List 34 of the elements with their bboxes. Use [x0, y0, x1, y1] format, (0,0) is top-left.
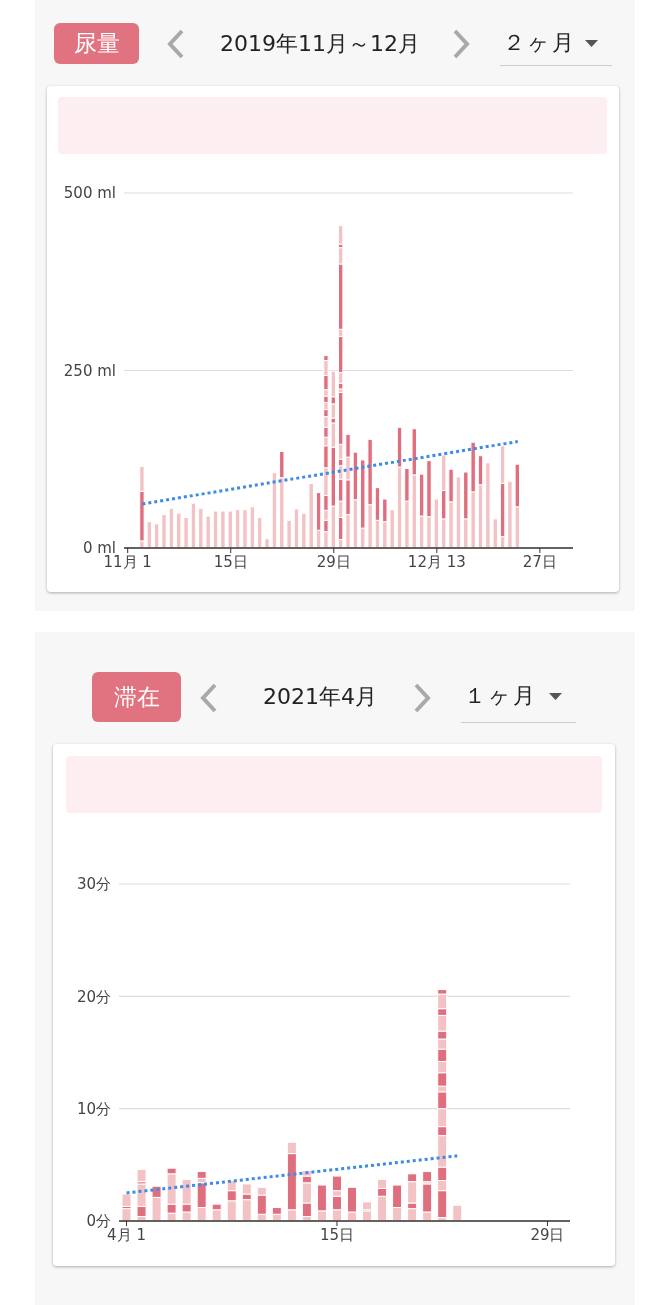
bar — [212, 510, 219, 548]
bar — [168, 507, 175, 548]
y-tick-label: 20分 — [76, 987, 111, 1006]
bar — [293, 508, 300, 548]
bar — [136, 1168, 147, 1183]
bar — [455, 476, 462, 548]
dropdown-field: １ヶ月 — [461, 677, 576, 723]
chart-title: 滞在 — [113, 683, 160, 710]
x-tick-label: 12月 13 — [407, 552, 466, 571]
bar — [422, 1171, 433, 1183]
x-tick-label: 15日 — [319, 1225, 355, 1244]
bar — [121, 1193, 132, 1207]
chart-subtitle: 2021年4月 — [263, 684, 377, 709]
bar — [234, 509, 241, 548]
bar — [452, 1204, 463, 1221]
y-tick-label: 500 ml — [63, 184, 116, 203]
x-tick-label: 27日 — [522, 552, 557, 571]
bar — [121, 1208, 132, 1221]
y-tick-label: 30分 — [76, 875, 111, 894]
x-tick-label: 29日 — [316, 552, 351, 571]
x-tick-label: 29日 — [530, 1225, 565, 1244]
y-tick-label: 10分 — [76, 1099, 111, 1118]
bar — [337, 225, 344, 245]
chart-subtitle: 2019年11月～12月 — [220, 31, 420, 56]
y-tick-label: 250 ml — [63, 361, 116, 380]
bar — [196, 1171, 207, 1179]
bar — [362, 1201, 373, 1211]
dropdown-field: ２ヶ月 — [500, 24, 612, 66]
badge: 尿量 — [54, 23, 139, 64]
x-tick-label: 15日 — [213, 552, 248, 571]
badge: 滞在 — [92, 672, 181, 722]
chart-title: 尿量 — [73, 30, 120, 56]
bar — [241, 1199, 252, 1221]
bar — [190, 502, 197, 548]
